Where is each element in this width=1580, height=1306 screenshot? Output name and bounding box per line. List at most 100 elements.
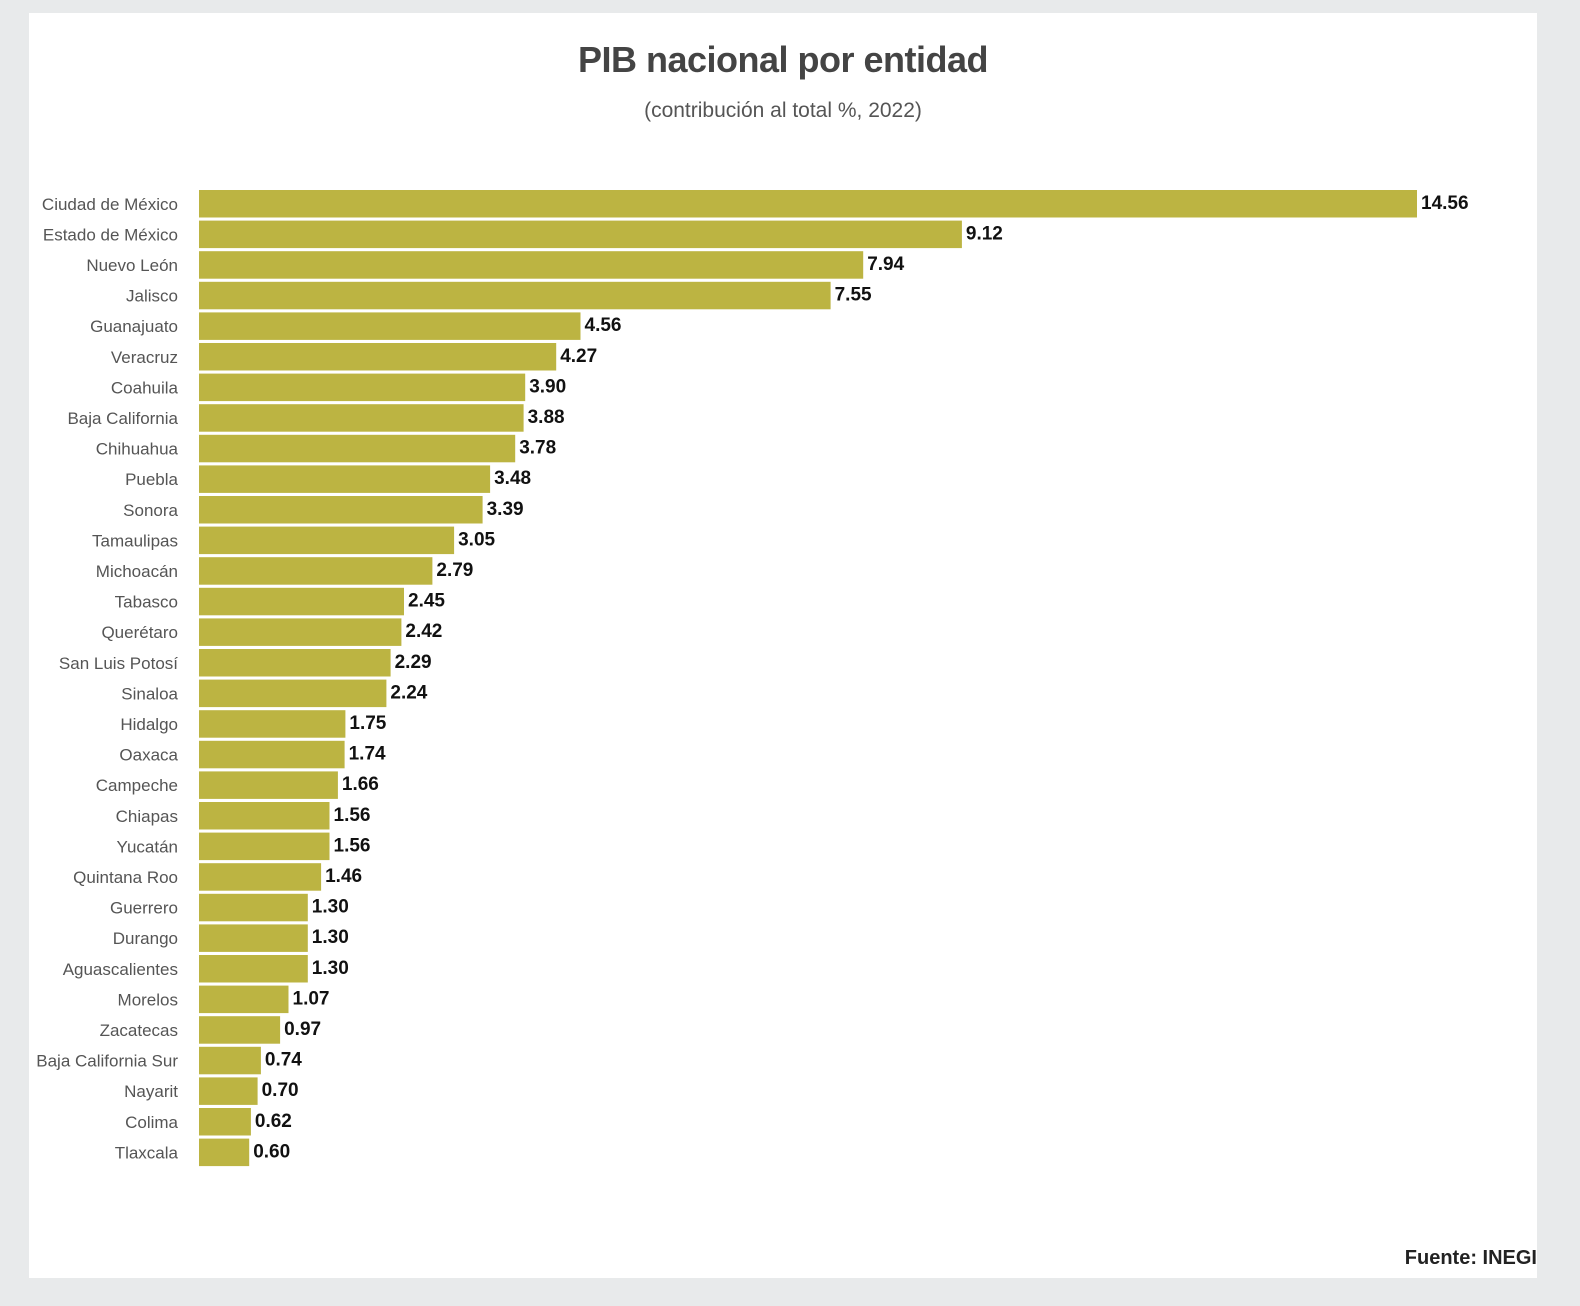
category-label: Hidalgo (120, 715, 178, 734)
category-label: Michoacán (96, 562, 178, 581)
value-labels-group: 14.56 9.12 7.94 7.55 4.56 4.27 3.90 3.88 3.78 3.4… (253, 193, 1468, 1163)
bar (199, 740, 345, 769)
value-label: 2.79 (436, 560, 473, 581)
bar (199, 649, 391, 677)
category-label: Yucatán (117, 837, 178, 856)
bar (199, 985, 289, 1014)
bar (199, 190, 1417, 218)
chart-title: PIB nacional por entidad (577, 39, 989, 80)
bar (199, 312, 581, 340)
value-label: 7.55 (835, 285, 872, 306)
category-label: Chihuahua (96, 440, 179, 459)
value-label: 3.78 (519, 438, 556, 459)
bar (199, 434, 516, 463)
category-label: Sinaloa (121, 684, 178, 703)
category-label: San Luis Potosí (59, 654, 178, 673)
value-label: 1.75 (349, 713, 386, 734)
category-label: Quintana Roo (73, 868, 178, 887)
bar (199, 771, 338, 799)
bar (199, 557, 433, 585)
category-label: Estado de México (43, 225, 178, 244)
value-label: 9.12 (966, 223, 1003, 244)
category-label: Ciudad de México (42, 195, 178, 214)
value-label: 3.90 (529, 376, 566, 397)
value-label: 0.70 (262, 1080, 299, 1101)
bar (199, 924, 308, 952)
category-label: Nayarit (124, 1082, 178, 1101)
bar (199, 710, 346, 738)
category-label: Tabasco (115, 593, 178, 612)
category-label: Guerrero (110, 899, 178, 918)
bar (199, 1016, 281, 1044)
value-label: 3.39 (487, 499, 524, 520)
bar-chart: Ciudad de México Estado de México Nuevo Le… (36, 190, 1469, 1167)
bar (199, 679, 387, 708)
value-label: 4.56 (585, 315, 622, 336)
bar (199, 251, 864, 279)
bar (199, 618, 402, 646)
bar (199, 893, 308, 922)
value-label: 1.74 (349, 744, 386, 765)
value-label: 1.30 (312, 958, 349, 979)
value-label: 0.62 (255, 1111, 292, 1132)
bar (199, 343, 557, 371)
value-label: 1.56 (334, 835, 371, 856)
bars-group (199, 190, 1417, 1167)
value-label: 2.29 (395, 652, 432, 673)
category-label: Querétaro (101, 623, 178, 642)
category-label: Sonora (123, 501, 178, 520)
value-label: 4.27 (560, 346, 597, 367)
category-label: Veracruz (111, 348, 178, 367)
category-label: Baja California Sur (36, 1052, 178, 1071)
chart-subtitle: (contribución al total %, 2022) (644, 99, 922, 122)
value-label: 7.94 (867, 254, 904, 275)
value-label: 3.88 (528, 407, 565, 428)
value-label: 3.48 (494, 468, 531, 489)
value-label: 3.05 (458, 529, 495, 550)
bar (199, 465, 491, 493)
category-label: Morelos (118, 990, 178, 1009)
category-label: Oaxaca (119, 746, 178, 765)
bar (199, 863, 322, 891)
bar (199, 587, 404, 616)
value-label: 1.30 (312, 897, 349, 918)
category-label: Aguascalientes (63, 960, 178, 979)
value-label: 0.97 (284, 1019, 321, 1040)
bar (199, 1077, 258, 1105)
value-label: 1.56 (334, 805, 371, 826)
category-label: Campeche (96, 776, 178, 795)
bar (199, 955, 308, 983)
chart-card: PIB nacional por entidad (contribución a… (29, 13, 1537, 1278)
bar (199, 526, 455, 555)
category-label: Guanajuato (90, 317, 178, 336)
bar (199, 496, 483, 524)
category-label: Coahuila (111, 378, 179, 397)
category-label: Tamaulipas (92, 531, 178, 550)
value-label: 1.46 (325, 866, 362, 887)
bar (199, 220, 962, 249)
category-label: Jalisco (126, 287, 178, 306)
category-label: Puebla (125, 470, 178, 489)
category-axis: Ciudad de México Estado de México Nuevo Le… (36, 195, 178, 1163)
bar (199, 1138, 250, 1167)
value-label: 2.42 (405, 621, 442, 642)
category-label: Nuevo León (86, 256, 178, 275)
bar (199, 404, 524, 432)
category-label: Chiapas (116, 807, 178, 826)
category-label: Durango (113, 929, 178, 948)
value-label: 1.66 (342, 774, 379, 795)
value-label: 1.07 (293, 988, 330, 1009)
value-label: 0.74 (265, 1050, 302, 1071)
bar (199, 281, 831, 310)
value-label: 1.30 (312, 927, 349, 948)
bar (199, 832, 330, 861)
value-label: 2.24 (390, 682, 427, 703)
category-label: Zacatecas (100, 1021, 178, 1040)
category-label: Baja California (67, 409, 178, 428)
value-label: 14.56 (1421, 193, 1469, 214)
bar (199, 373, 526, 402)
bar (199, 802, 330, 830)
value-label: 2.45 (408, 591, 445, 612)
bar (199, 1046, 261, 1075)
category-label: Tlaxcala (115, 1143, 179, 1162)
